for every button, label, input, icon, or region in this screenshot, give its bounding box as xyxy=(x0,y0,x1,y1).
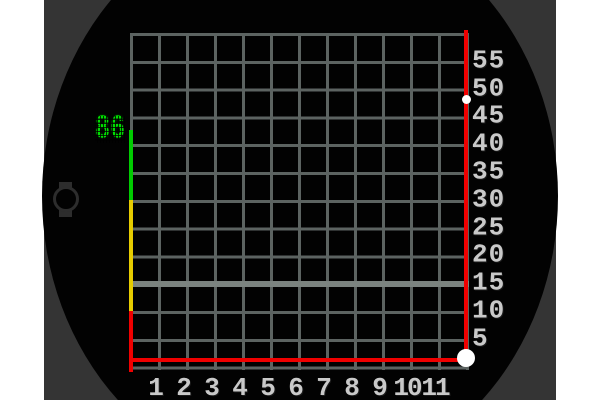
trace-line-bottom xyxy=(130,358,468,362)
y-axis-label-50: 50 xyxy=(472,72,506,103)
x-axis-label-11: 11 xyxy=(421,373,450,400)
axis-frame-right xyxy=(464,30,468,361)
chart-grid xyxy=(130,33,469,370)
axis-frame-left-lower xyxy=(129,314,133,372)
x-axis-label-6: 6 xyxy=(288,373,304,400)
y-axis-label-45: 45 xyxy=(472,100,506,131)
y-axis-label-20: 20 xyxy=(472,239,506,270)
x-axis-label-9: 9 xyxy=(372,373,388,400)
y-axis-label-5: 5 xyxy=(472,323,489,354)
x-axis-label-1: 1 xyxy=(148,373,164,400)
knob-ring xyxy=(53,186,79,212)
gridline-15-emphasis xyxy=(130,281,469,287)
y-axis-label-15: 15 xyxy=(472,267,506,298)
x-axis-label-3: 3 xyxy=(204,373,220,400)
y-axis-label-30: 30 xyxy=(472,184,506,215)
zone-strip-normal-green xyxy=(129,130,133,200)
x-axis-label-8: 8 xyxy=(344,373,360,400)
x-axis-label-10: 10 xyxy=(393,373,422,400)
knob-stem-bottom xyxy=(59,210,72,217)
x-axis-label-7: 7 xyxy=(316,373,332,400)
x-axis-label-4: 4 xyxy=(232,373,248,400)
adjust-knob[interactable] xyxy=(50,179,82,221)
x-axis-label-2: 2 xyxy=(176,373,192,400)
y-axis-label-35: 35 xyxy=(472,156,506,187)
current-value-dot xyxy=(457,349,475,368)
y-axis-label-55: 55 xyxy=(472,45,506,76)
y-axis-label-40: 40 xyxy=(472,128,506,159)
target-bug-dot xyxy=(461,95,471,105)
y-axis-label-25: 25 xyxy=(472,211,506,242)
y-axis-label-10: 10 xyxy=(472,295,506,326)
knob-stem-top xyxy=(59,182,72,188)
zone-strip-caution-yellow xyxy=(129,199,133,311)
x-axis-label-5: 5 xyxy=(260,373,276,400)
digital-readout: 86 xyxy=(95,109,126,149)
